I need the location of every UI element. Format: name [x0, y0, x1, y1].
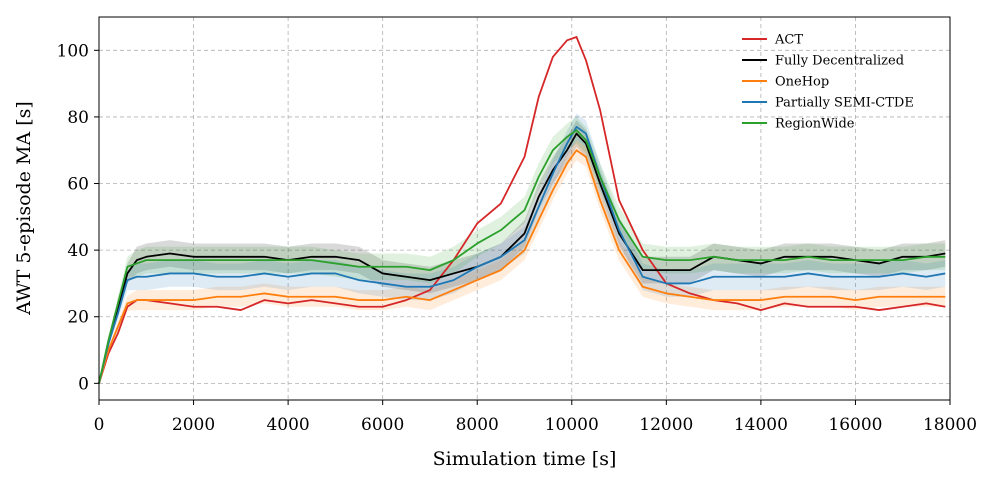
x-tick-label: 4000	[266, 415, 309, 435]
legend-entry: ACT	[774, 33, 803, 48]
x-tick-label: 0	[94, 415, 105, 435]
legend-entry: OneHop	[775, 75, 829, 90]
legend-entry: Fully Decentralized	[775, 54, 904, 69]
y-axis-ticks: 0 20 40 60 80 100	[57, 41, 99, 394]
y-tick-label: 0	[78, 374, 89, 394]
confidence-band	[99, 120, 946, 384]
y-tick-label: 60	[67, 175, 89, 195]
x-tick-label: 14000	[734, 415, 788, 435]
y-axis-label: AWT 5-episode MA [s]	[13, 101, 35, 316]
grid	[98, 17, 951, 400]
x-tick-label: 16000	[828, 415, 882, 435]
legend-entry: RegionWide	[775, 117, 855, 132]
x-tick-label: 12000	[639, 415, 693, 435]
confidence-band	[99, 140, 946, 384]
x-axis-label: Simulation time [s]	[433, 448, 617, 470]
x-tick-label: 8000	[456, 415, 499, 435]
y-tick-label: 20	[67, 308, 89, 328]
x-axis-ticks: 0 2000 4000 6000 8000 10000 12000 14000 16000 180…	[94, 400, 977, 435]
series-line	[98, 129, 946, 384]
confidence-band	[99, 116, 946, 384]
confidence-bands	[99, 113, 946, 384]
x-tick-label: 2000	[172, 415, 215, 435]
series-line	[98, 132, 946, 384]
series-lines	[98, 36, 946, 384]
y-tick-label: 100	[57, 41, 89, 61]
y-tick-label: 40	[67, 241, 89, 261]
series-line	[98, 149, 946, 384]
legend-entry: Partially SEMI-CTDE	[775, 96, 914, 111]
series-line	[98, 36, 946, 384]
confidence-band	[99, 113, 946, 384]
x-tick-label: 18000	[923, 415, 977, 435]
y-tick-label: 80	[67, 108, 89, 128]
legend: ACT Fully Decentralized OneHop Partially SE…	[742, 33, 914, 132]
series-line	[98, 126, 946, 384]
x-tick-label: 10000	[545, 415, 599, 435]
plot-frame	[98, 16, 951, 401]
x-tick-label: 6000	[361, 415, 404, 435]
